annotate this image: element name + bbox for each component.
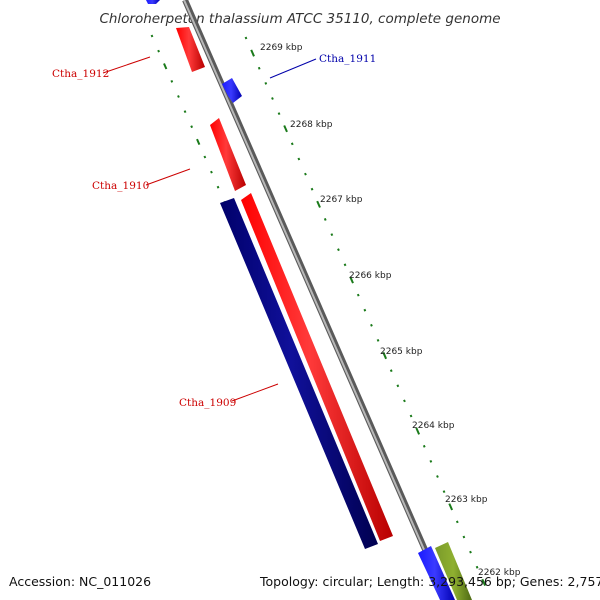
minor-tick	[210, 170, 213, 174]
minor-tick	[203, 155, 207, 159]
minor-tick	[290, 142, 294, 146]
minor-tick	[271, 97, 274, 100]
minor-tick	[277, 112, 281, 116]
minor-tick	[363, 308, 367, 312]
minor-tick	[409, 414, 413, 418]
accession-text: Accession: NC_011026	[9, 574, 151, 589]
gene-label-ctha-1910[interactable]: Ctha_1910	[92, 180, 149, 192]
minor-tick	[396, 384, 400, 388]
minor-tick	[370, 323, 373, 327]
gene-ctha-1911[interactable]	[222, 78, 242, 103]
major-tick	[415, 427, 421, 435]
scale-tick-track	[244, 36, 487, 587]
minor-tick	[150, 34, 154, 38]
scale-label-2268: 2268 kbp	[290, 120, 333, 130]
major-tick	[316, 200, 321, 208]
major-tick	[163, 63, 168, 70]
gene-ctha-1909[interactable]	[220, 198, 378, 549]
gene-bottom-blue[interactable]	[418, 546, 455, 600]
gene-label-ctha-1909[interactable]: Ctha_1909	[179, 397, 236, 409]
callout-ctha-1912	[102, 56, 151, 74]
major-tick	[448, 503, 454, 511]
map-title: Chloroherpeton thalassium ATCC 35110, co…	[99, 11, 500, 27]
minor-tick	[422, 444, 426, 448]
major-tick	[481, 578, 487, 587]
minor-tick	[429, 459, 433, 463]
minor-tick	[170, 80, 174, 83]
minor-tick	[183, 110, 187, 114]
major-tick	[196, 138, 201, 145]
gene-ctha-1912[interactable]	[176, 27, 205, 72]
minor-tick	[310, 187, 314, 191]
minor-tick	[343, 263, 347, 267]
minor-tick	[177, 95, 180, 98]
minor-tick	[436, 475, 439, 478]
minor-tick	[304, 172, 307, 176]
major-tick	[349, 276, 354, 284]
minor-tick	[403, 399, 406, 403]
minor-tick	[337, 248, 340, 252]
minor-tick	[190, 125, 194, 129]
major-tick	[382, 351, 388, 360]
callout-ctha-1910	[145, 168, 191, 186]
minor-tick	[442, 490, 446, 494]
minor-tick	[323, 218, 327, 221]
minor-tick	[469, 550, 472, 554]
minor-tick	[376, 338, 380, 342]
minor-tick	[216, 185, 220, 189]
scale-label-2265: 2265 kbp	[380, 347, 423, 357]
minor-tick	[257, 66, 261, 70]
minor-tick	[389, 369, 393, 373]
minor-tick	[462, 535, 466, 539]
scale-label-2262: 2262 kbp	[478, 568, 521, 578]
scale-label-2267: 2267 kbp	[320, 195, 363, 205]
minor-tick	[475, 565, 479, 569]
gene-ctha-1910[interactable]	[210, 118, 246, 191]
genome-summary-text: Topology: circular; Length: 3,293,456 bp…	[259, 574, 600, 589]
gene-ctha-1908[interactable]	[241, 193, 393, 541]
major-tick	[283, 125, 288, 133]
scale-label-2263: 2263 kbp	[445, 495, 488, 505]
gene-bottom-olive[interactable]	[435, 542, 472, 600]
callout-ctha-1911	[269, 58, 317, 79]
minor-tick	[157, 49, 160, 53]
callout-ctha-1909	[231, 383, 279, 402]
scale-label-2266: 2266 kbp	[349, 271, 392, 281]
minor-tick	[356, 293, 360, 297]
minor-tick	[455, 520, 459, 524]
genome-backbone-highlight	[183, 0, 447, 600]
gene-top-blue[interactable]	[146, 0, 160, 4]
minor-tick	[244, 36, 248, 40]
minor-tick	[264, 82, 268, 85]
gene-label-ctha-1912[interactable]: Ctha_1912	[52, 68, 109, 80]
scale-label-2264: 2264 kbp	[412, 421, 455, 431]
minor-tick	[330, 233, 334, 237]
gene-label-ctha-1911[interactable]: Ctha_1911	[319, 53, 376, 65]
scale-label-2269: 2269 kbp	[260, 43, 303, 53]
major-tick	[250, 49, 255, 57]
minor-tick	[297, 157, 301, 161]
